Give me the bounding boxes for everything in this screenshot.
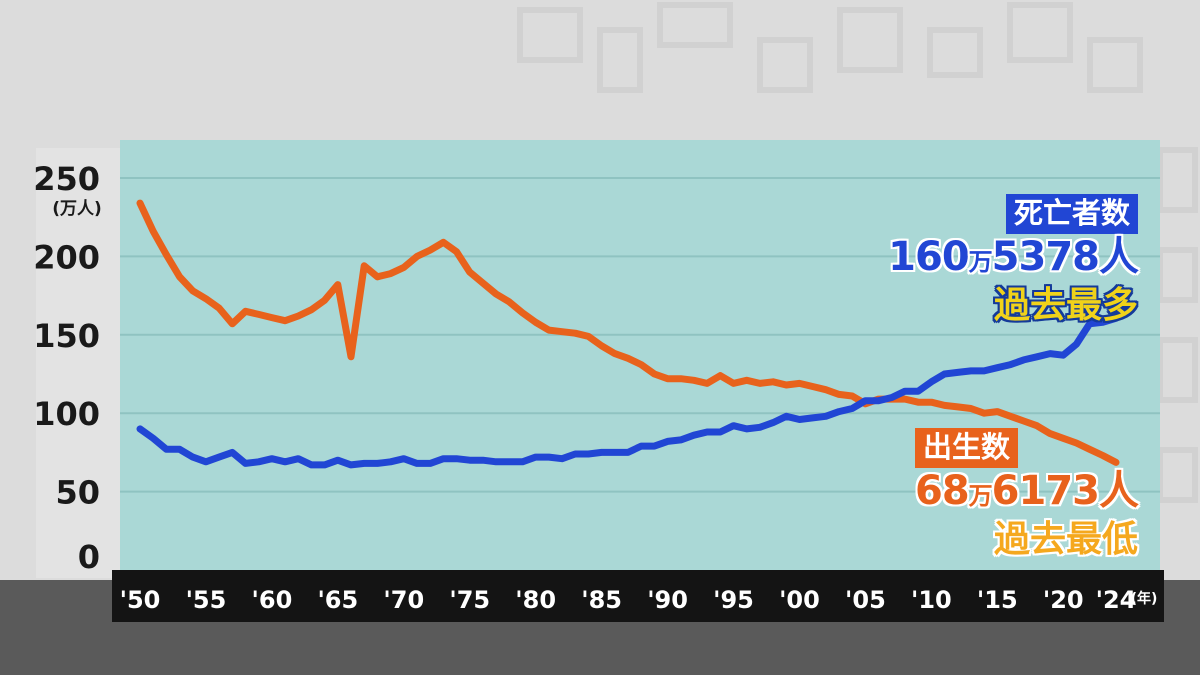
y-axis-panel xyxy=(36,148,120,578)
births-series-line xyxy=(136,199,1120,466)
x-tick-label: '15 xyxy=(977,586,1018,614)
births-value-rest: 6173人 xyxy=(991,468,1139,514)
deaths-value: 160万5378人 xyxy=(888,234,1139,285)
plot-area xyxy=(120,140,1160,570)
births-annotation: 出生数 68万6173人 過去最低 xyxy=(915,428,1139,561)
deaths-record-note: 過去最多 xyxy=(993,285,1138,326)
y-tick-label: 200 xyxy=(33,238,100,276)
x-tick-label: '65 xyxy=(317,586,358,614)
deaths-value-man: 160 xyxy=(888,234,969,280)
y-axis-unit: (万人) xyxy=(52,199,102,219)
births-label-box: 出生数 xyxy=(915,428,1019,468)
x-tick-label: '70 xyxy=(383,586,424,614)
x-tick-label: '10 xyxy=(911,586,952,614)
births-record-note: 過去最低 xyxy=(993,519,1138,560)
x-tick-label: '85 xyxy=(581,586,622,614)
deaths-value-unit: 万 xyxy=(968,248,993,276)
x-tick-label: '55 xyxy=(186,586,227,614)
x-tick-label: '20 xyxy=(1043,586,1084,614)
deaths-label-box: 死亡者数 xyxy=(1005,194,1138,234)
x-tick-label: '50 xyxy=(120,586,161,614)
x-tick-label: '60 xyxy=(252,586,293,614)
births-value-unit: 万 xyxy=(968,482,993,510)
series-lines xyxy=(136,199,1120,469)
x-axis-tick-labels: '50 '55 '60 '65 '70 '75 '80 '85 '90 '95 '00 '05 '10 '… xyxy=(120,586,1137,614)
y-tick-label: 50 xyxy=(55,474,100,512)
y-tick-label: 100 xyxy=(33,395,100,433)
births-value-man: 68 xyxy=(915,468,970,514)
y-axis-tick-labels: 250 200 150 100 50 0 xyxy=(33,160,100,576)
deaths-series-line xyxy=(136,314,1120,469)
births-value: 68万6173人 xyxy=(915,468,1139,519)
x-tick-label: '24 xyxy=(1096,586,1137,614)
x-tick-label: '80 xyxy=(515,586,556,614)
y-tick-label: 150 xyxy=(33,317,100,355)
x-tick-label: '90 xyxy=(647,586,688,614)
y-tick-label: 250 xyxy=(33,160,100,198)
x-tick-label: '05 xyxy=(845,586,886,614)
y-tick-label: 0 xyxy=(78,538,100,576)
x-axis-band xyxy=(112,570,1164,622)
x-tick-label: '00 xyxy=(779,586,820,614)
deaths-annotation: 死亡者数 160万5378人 過去最多 xyxy=(888,194,1139,327)
deaths-value-rest: 5378人 xyxy=(991,234,1139,280)
x-tick-label: '75 xyxy=(449,586,490,614)
x-tick-label: '95 xyxy=(713,586,754,614)
x-axis-unit: (年) xyxy=(1131,590,1158,607)
